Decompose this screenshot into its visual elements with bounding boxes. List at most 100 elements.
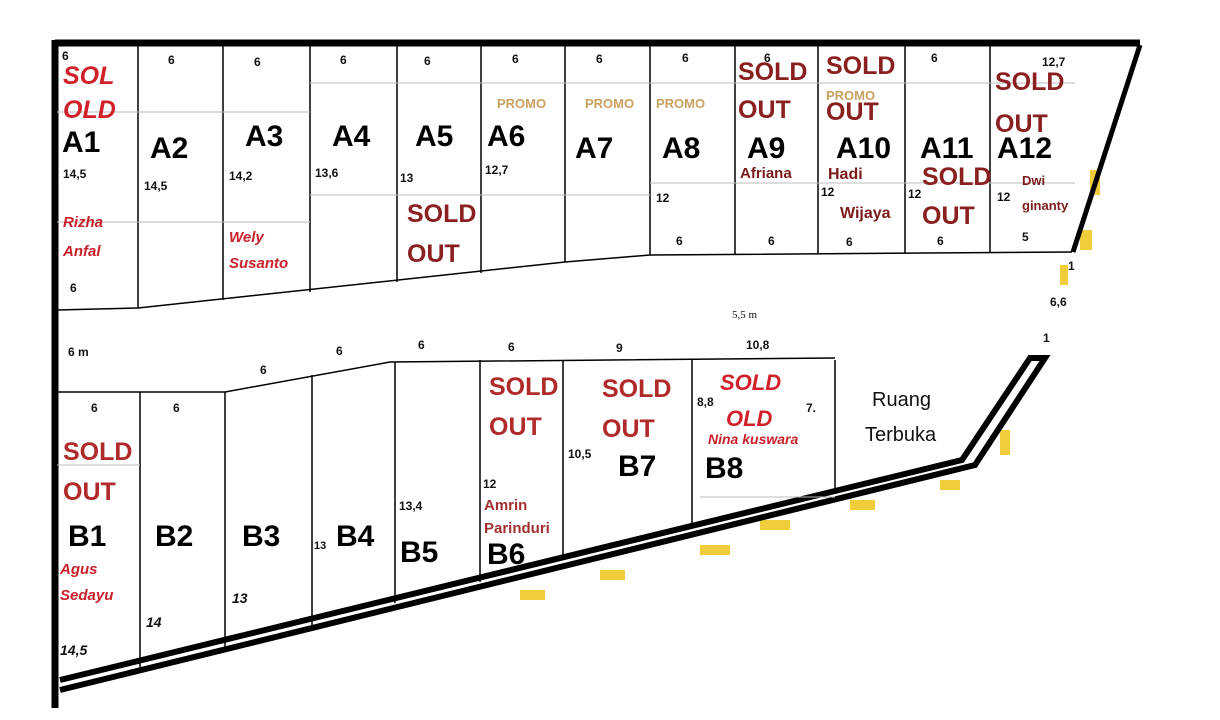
back-dim: 6: [937, 234, 944, 248]
lot-label: A7: [575, 132, 613, 165]
front-dim: 6: [62, 49, 69, 63]
status-label: OUT: [922, 202, 975, 230]
front-dim: 12,7: [1042, 55, 1066, 69]
front-dim: 9: [616, 341, 623, 355]
lot-label: B3: [242, 520, 280, 553]
lot-B8[interactable]: 10,8 SOLD 8,8 7. OLD Nina kuswara B8: [697, 338, 816, 485]
status-label: SOLD: [826, 52, 895, 80]
depth-dim: 12: [656, 191, 670, 205]
lot-label: B6: [487, 538, 525, 571]
front-dim: 10,8: [746, 338, 770, 352]
lot-label: A12: [997, 132, 1052, 165]
status-label: SOLD: [738, 58, 807, 86]
lot-label: B5: [400, 536, 438, 569]
owner-name: Wijaya: [840, 205, 891, 222]
lot-B3[interactable]: 6 B3 13: [232, 363, 280, 606]
lot-label: A4: [332, 120, 371, 153]
depth-dim: 14: [146, 614, 162, 630]
lot-label: A8: [662, 132, 700, 165]
lot-label: A3: [245, 120, 283, 153]
depth-dim: 13: [400, 171, 414, 185]
back-dim: 6: [846, 235, 853, 249]
lot-label: B7: [618, 450, 656, 483]
front-dim: 6: [508, 340, 515, 354]
depth-dim: 14,5: [144, 179, 168, 193]
depth-dim: 12,7: [485, 163, 509, 177]
lot-A3[interactable]: 6 A3 14,2 Wely Susanto: [229, 55, 288, 272]
front-dim: 6: [173, 401, 180, 415]
lot-B7[interactable]: 9 SOLD OUT 10,5 B7: [568, 341, 671, 483]
owner-name: ginanty: [1022, 198, 1069, 213]
lot-A2[interactable]: 6 A2 14,5: [144, 53, 188, 193]
owner-name: Rizha: [63, 214, 103, 231]
front-dim: 6: [168, 53, 175, 67]
lot-label: A10: [836, 132, 891, 165]
promo-label: PROMO: [497, 96, 546, 111]
status-label: OUT: [826, 98, 879, 126]
front-dim: 6: [682, 51, 689, 65]
front-dim: 6: [596, 52, 603, 66]
lot-B6[interactable]: 6 SOLD OUT 12 Amrin Parinduri B6: [483, 340, 558, 571]
status-label: OLD: [63, 96, 116, 124]
owner-name: Agus: [59, 561, 98, 578]
owner-name: Afriana: [740, 165, 792, 182]
lot-A11[interactable]: 6 A11 SOLD 12 OUT 6: [908, 51, 991, 248]
depth-dim: 13: [232, 590, 248, 606]
status-label: OUT: [602, 415, 655, 443]
status-label: SOLD: [720, 370, 781, 395]
open-space-label: Ruang: [872, 389, 931, 411]
lot-A5[interactable]: 6 A5 13 SOLD OUT: [400, 54, 476, 268]
front-dim: 6: [512, 52, 519, 66]
status-label: SOLD: [407, 200, 476, 228]
owner-name: Sedayu: [60, 587, 113, 604]
back-dim: 6: [768, 234, 775, 248]
road-width-mid: 5,5 m: [732, 309, 758, 321]
depth-dim: 14,5: [63, 167, 87, 181]
lot-label: B4: [336, 520, 375, 553]
front-dim: 6: [254, 55, 261, 69]
lot-A12[interactable]: 12,7 SOLD OUT A12 Dwi 12 ginanty 5: [995, 55, 1069, 244]
lot-A9[interactable]: 6 SOLD OUT A9 Afriana 6: [738, 51, 807, 248]
status-label: OUT: [407, 240, 460, 268]
owner-name: Parinduri: [484, 520, 550, 537]
depth-dim: 12: [821, 185, 835, 199]
road: 6 m 5,5 m 6,6 1 1: [68, 259, 1075, 359]
front-dim: 6: [336, 344, 343, 358]
front-dim: 6: [424, 54, 431, 68]
status-label: SOLD: [489, 373, 558, 401]
front-dim: 6: [260, 363, 267, 377]
lot-A1[interactable]: 6 SOL OLD A1 14,5 Rizha Anfal 6: [62, 49, 116, 295]
lot-A8[interactable]: 6 PROMO A8 12 6: [656, 51, 705, 248]
lot-A6[interactable]: 6 PROMO A6 12,7: [485, 52, 546, 177]
lot-A4[interactable]: 6 A4 13,6: [315, 53, 371, 180]
promo-label: PROMO: [585, 96, 634, 111]
status-label: OUT: [63, 478, 116, 506]
status-label: OLD: [726, 406, 773, 431]
front-dim: 6: [418, 338, 425, 352]
lot-B1[interactable]: 6 SOLD OUT B1 Agus Sedayu 14,5: [59, 401, 132, 658]
lot-label: B1: [68, 520, 106, 553]
lot-label: A6: [487, 120, 525, 153]
depth-dim: 12: [483, 477, 497, 491]
back-dim: 6: [70, 281, 77, 295]
corner-dim: 1: [1068, 259, 1075, 273]
owner-name: Anfal: [62, 243, 101, 260]
status-label: SOL: [63, 62, 114, 90]
lot-A7[interactable]: 6 PROMO A7: [575, 52, 634, 165]
lot-B4[interactable]: 6 13 B4: [314, 344, 375, 553]
lot-B2[interactable]: 6 B2 14: [146, 401, 193, 630]
back-dim: 5: [1022, 230, 1029, 244]
promo-label: PROMO: [656, 96, 705, 111]
front-dim: 6: [931, 51, 938, 65]
status-label: OUT: [738, 96, 791, 124]
depth-dim: 14,5: [60, 642, 87, 658]
depth-dim: 13,4: [399, 499, 423, 513]
depth-dim: 13: [314, 540, 326, 552]
lot-B5[interactable]: 6 13,4 B5: [399, 338, 438, 569]
depth-dim: 12: [908, 187, 922, 201]
lot-label: B8: [705, 452, 743, 485]
status-label: SOLD: [995, 68, 1064, 96]
owner-name: Nina kuswara: [708, 431, 798, 447]
lot-A10[interactable]: SOLD PROMO OUT A10 Hadi 12 Wijaya 6: [821, 52, 895, 249]
depth-dim: 13,6: [315, 166, 339, 180]
